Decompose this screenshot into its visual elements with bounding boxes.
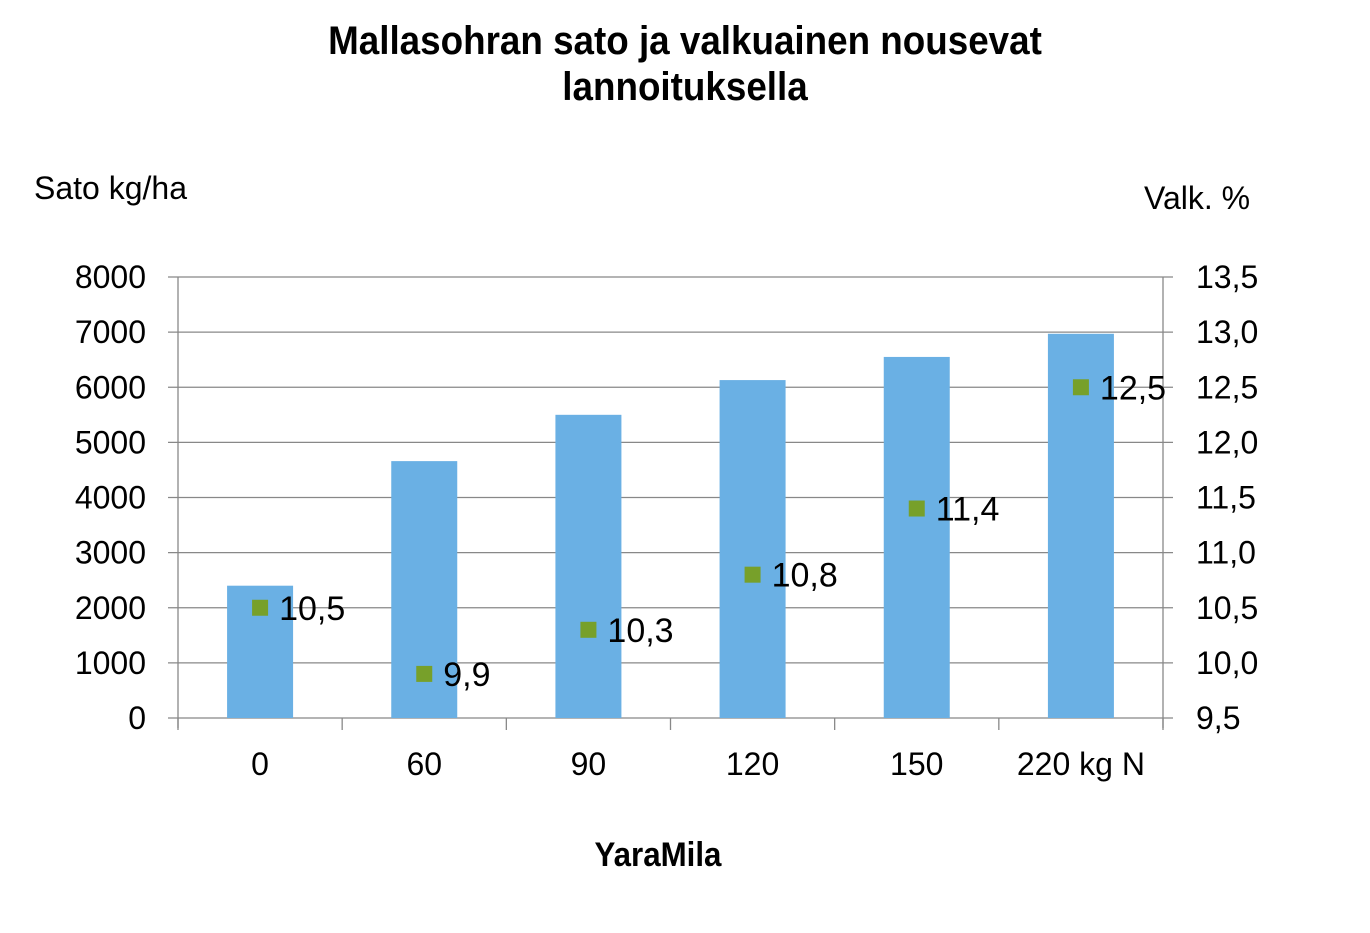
right-axis-title: Valk. % <box>1144 180 1251 216</box>
marker-valkuainen <box>908 500 925 517</box>
x-axis-title: YaraMila <box>594 836 722 874</box>
bar-sato <box>719 380 786 718</box>
left-axis-tick-label: 7000 <box>75 314 146 350</box>
data-label-valkuainen: 10,5 <box>279 590 345 628</box>
left-axis-tick-label: 5000 <box>75 424 146 460</box>
left-axis-tick-label: 0 <box>128 700 146 736</box>
right-axis-tick-label: 11,0 <box>1196 535 1256 571</box>
x-axis-category-label: 220 kg N <box>1017 746 1145 782</box>
left-axis-tick-label: 4000 <box>75 480 146 516</box>
data-label-valkuainen: 9,9 <box>443 656 490 694</box>
right-axis-tick-label: 9,5 <box>1196 700 1240 736</box>
left-axis-tick-label: 6000 <box>75 369 146 405</box>
bar-sato <box>883 356 950 718</box>
marker-valkuainen <box>252 599 269 616</box>
data-label-valkuainen: 10,8 <box>772 557 838 595</box>
left-axis-tick-label: 8000 <box>75 259 146 295</box>
x-axis-category-label: 90 <box>571 746 607 782</box>
marker-valkuainen <box>744 566 761 583</box>
x-axis-category-label: 120 <box>726 746 779 782</box>
left-axis-title: Sato kg/ha <box>34 170 187 206</box>
right-axis-tick-label: 13,0 <box>1196 314 1258 350</box>
right-axis-tick-label: 12,5 <box>1196 369 1258 405</box>
data-label-valkuainen: 11,4 <box>936 491 1000 529</box>
marker-valkuainen <box>1072 379 1089 396</box>
data-label-valkuainen: 12,5 <box>1100 369 1166 407</box>
left-axis-tick-label: 2000 <box>75 590 146 626</box>
marker-valkuainen <box>580 621 597 638</box>
x-axis-category-label: 60 <box>406 746 442 782</box>
right-axis-tick-label: 12,0 <box>1196 424 1258 460</box>
x-axis-category-label: 0 <box>251 746 269 782</box>
data-label-valkuainen: 10,3 <box>607 612 673 650</box>
left-axis-tick-label: 1000 <box>75 645 146 681</box>
left-axis-tick-label: 3000 <box>75 535 146 571</box>
right-axis-tick-label: 10,0 <box>1196 645 1258 681</box>
right-axis-tick-label: 11,5 <box>1196 480 1256 516</box>
chart-title-line2: lannoituksella <box>562 65 808 109</box>
chart-title: Mallasohran sato ja valkuainen nousevat … <box>55 18 1315 110</box>
marker-valkuainen <box>416 665 433 682</box>
chart-title-line1: Mallasohran sato ja valkuainen nousevat <box>328 19 1042 63</box>
right-axis-tick-label: 13,5 <box>1196 259 1258 295</box>
bar-sato <box>555 414 622 718</box>
bar-sato <box>1047 333 1114 718</box>
x-axis-category-label: 150 <box>890 746 943 782</box>
right-axis-tick-label: 10,5 <box>1196 590 1258 626</box>
